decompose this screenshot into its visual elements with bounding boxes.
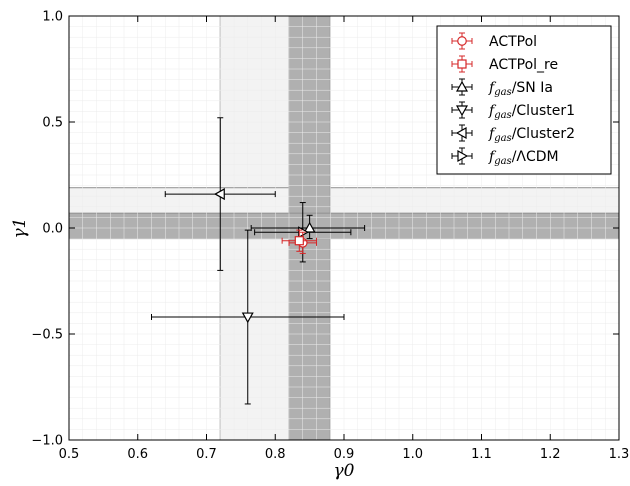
- legend-label: ACTPol: [489, 34, 537, 50]
- legend-item: fgas/ΛCDM: [451, 147, 559, 167]
- y-tick-label: 0.0: [42, 222, 63, 237]
- x-tick-label: 0.7: [196, 447, 217, 462]
- x-tick-label: 0.9: [334, 447, 355, 462]
- legend-marker: [457, 149, 469, 163]
- y-tick-label: −1.0: [31, 434, 63, 449]
- series-square: [281, 229, 317, 252]
- points-layer: [151, 117, 366, 405]
- x-tick-label: 1.0: [402, 447, 423, 462]
- legend-marker: [455, 80, 469, 92]
- legend-box: [436, 25, 612, 175]
- x-tick-label: 0.8: [265, 447, 286, 462]
- x-tick-label: 1.2: [540, 447, 561, 462]
- data-point: [214, 188, 225, 201]
- legend-item: ACTPol: [451, 32, 537, 50]
- ticks-layer: 0.5 0.6 0.7 0.8 0.9 1.0 1.1 1.2 1.3 −1.0 −0.5 0.0 0.…: [31, 10, 629, 463]
- legend-label: fgas/SN Ia: [488, 80, 553, 98]
- x-tick-label: 1.3: [609, 447, 630, 462]
- x-axis-label: γ0: [334, 461, 355, 481]
- legend-marker: [457, 59, 467, 69]
- legend-item: ACTPol_re: [451, 55, 558, 73]
- series-triangle-left: [164, 117, 276, 271]
- y-axis-label: γ1: [10, 218, 30, 239]
- x-tick-label: 0.5: [59, 447, 80, 462]
- legend: ACTPol ACTPol_re fgas/SN Ia fgas/Cluster1 fg…: [436, 25, 612, 175]
- data-point: [241, 312, 254, 324]
- legend-item: fgas/SN Ia: [451, 78, 553, 98]
- legend-label: fgas/Cluster2: [488, 126, 575, 144]
- series-triangle-down: [151, 229, 345, 405]
- series-triangle-up: [250, 214, 366, 240]
- legend-item: fgas/Cluster2: [451, 124, 575, 144]
- legend-label: fgas/Cluster1: [488, 103, 575, 121]
- legend-item: fgas/Cluster1: [451, 101, 575, 121]
- y-tick-label: −0.5: [31, 328, 63, 343]
- data-point: [294, 236, 304, 246]
- legend-marker: [455, 126, 467, 140]
- y-tick-label: 1.0: [42, 10, 63, 25]
- y-tick-label: 0.5: [42, 116, 63, 131]
- legend-marker: [457, 36, 467, 46]
- legend-label: fgas/ΛCDM: [488, 149, 559, 167]
- x-tick-label: 0.6: [127, 447, 148, 462]
- legend-marker: [455, 105, 469, 117]
- x-tick-label: 1.1: [471, 447, 492, 462]
- legend-label: ACTPol_re: [489, 57, 558, 73]
